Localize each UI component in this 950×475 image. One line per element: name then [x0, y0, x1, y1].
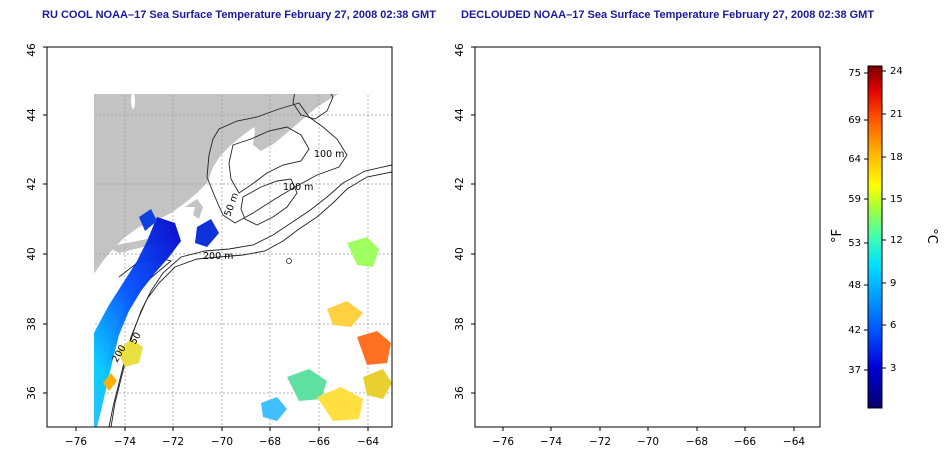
right-y-tick-label: 36 — [454, 386, 466, 400]
right-sst-patch — [559, 207, 585, 227]
colorbar-tick-marks — [864, 70, 886, 371]
left-y-tick-label: 46 — [26, 43, 38, 57]
right-x-tick-label: −66 — [734, 436, 756, 448]
left-y-tick-label: 42 — [26, 177, 38, 190]
right-x-tick-label: −76 — [492, 436, 514, 448]
contour-label: 100 m — [711, 182, 741, 193]
left-tick-marks — [43, 46, 369, 431]
left-x-tick-label: −64 — [357, 436, 379, 448]
left-sst-patch — [139, 209, 157, 231]
right-sst-offshore — [805, 239, 815, 253]
contour-label: 200 m — [631, 251, 661, 262]
contour-label: 50 m — [650, 191, 669, 218]
right-y-tick-label: 40 — [454, 247, 466, 260]
contour-label: 100 m — [283, 182, 313, 193]
right-map-frame — [474, 46, 821, 428]
fahrenheit-tick-label: 48 — [848, 280, 861, 291]
right-map-title: DECLOUDED NOAA–17 Sea Surface Temperatur… — [461, 9, 875, 21]
celsius-tick-label: 3 — [890, 363, 896, 374]
left-sst-offshore — [327, 301, 363, 327]
celsius-tick-label: 21 — [890, 109, 903, 120]
left-sst-offshore — [357, 331, 391, 365]
left-sst-offshore — [363, 369, 392, 399]
celsius-tick-label: 9 — [890, 278, 896, 289]
contour-label: 50 — [128, 331, 144, 347]
right-sst-offshore — [775, 279, 781, 287]
left-sst-offshore — [261, 397, 287, 421]
left-y-tick-label: 38 — [26, 317, 38, 330]
left-y-tick-label: 36 — [26, 386, 38, 400]
right-x-tick-label: −70 — [637, 436, 659, 448]
contour-label: 3000 m — [532, 345, 562, 381]
left-sst-warm-patch — [103, 373, 117, 391]
right-map-panel: 100 m 100 m 50 m 200 m 50 m 3000 m −76 −… — [454, 43, 821, 448]
right-x-tick-label: −64 — [783, 436, 805, 448]
left-x-tick-label: −70 — [211, 436, 233, 448]
fahrenheit-axis-label: °F — [830, 229, 845, 243]
right-y-tick-label: 38 — [454, 317, 466, 330]
right-sst-patch — [573, 253, 583, 267]
fahrenheit-tick-label: 64 — [848, 154, 861, 165]
left-sst-patch — [195, 219, 219, 247]
contour-label: 50 m — [540, 304, 560, 331]
left-x-tick-label: −76 — [65, 436, 87, 448]
fahrenheit-tick-label: 69 — [848, 115, 861, 126]
right-tick-marks — [471, 46, 795, 431]
left-sst-offshore — [347, 237, 379, 267]
left-x-tick-label: −66 — [308, 436, 330, 448]
contour-label: 100 m — [314, 149, 344, 160]
right-sst-warm-patch — [535, 355, 553, 379]
right-sst-offshore — [793, 351, 805, 361]
fahrenheit-tick-label: 37 — [848, 365, 861, 376]
left-map-frame — [46, 46, 393, 428]
celsius-tick-label: 18 — [890, 152, 903, 163]
celsius-tick-label: 15 — [890, 194, 903, 205]
left-map-title: RU COOL NOAA–17 Sea Surface Temperature … — [42, 9, 436, 21]
celsius-tick-label: 12 — [890, 235, 903, 246]
contour-label: 100 m — [742, 149, 772, 160]
left-x-tick-label: −68 — [259, 436, 281, 448]
contour-label: 200 m — [203, 251, 233, 262]
left-y-tick-label: 40 — [26, 247, 38, 260]
right-x-tick-label: −72 — [589, 436, 611, 448]
right-y-tick-label: 44 — [454, 108, 466, 122]
colorbar-gradient — [867, 65, 883, 409]
left-sst-coastal — [94, 217, 181, 427]
left-y-tick-label: 44 — [26, 108, 38, 122]
left-x-tick-label: −72 — [162, 436, 184, 448]
right-x-tick-label: −68 — [686, 436, 708, 448]
right-y-tick-label: 42 — [454, 177, 466, 190]
celsius-axis-label: °C — [924, 228, 939, 244]
left-sst-offshore — [317, 387, 363, 421]
left-map-panel: 100 m 100 m 50 m 200 m 200 50 −76 −74 −7… — [26, 43, 393, 448]
right-x-tick-label: −74 — [540, 436, 562, 448]
temperature-colorbar: 75 69 64 59 53 48 42 37 24 21 18 15 12 9… — [830, 65, 939, 409]
left-x-tick-label: −74 — [114, 436, 136, 448]
right-y-tick-label: 46 — [454, 43, 466, 57]
fahrenheit-tick-label: 59 — [848, 194, 861, 205]
right-sst-coastal — [505, 299, 557, 407]
left-sst-offshore — [287, 369, 327, 401]
right-basemap — [475, 47, 820, 427]
celsius-tick-label: 6 — [890, 320, 896, 331]
fahrenheit-tick-label: 42 — [848, 325, 861, 336]
fahrenheit-tick-label: 53 — [848, 238, 861, 249]
celsius-tick-label: 24 — [890, 66, 903, 77]
left-sst-warm-patch — [117, 339, 143, 367]
fahrenheit-tick-label: 75 — [848, 68, 861, 79]
